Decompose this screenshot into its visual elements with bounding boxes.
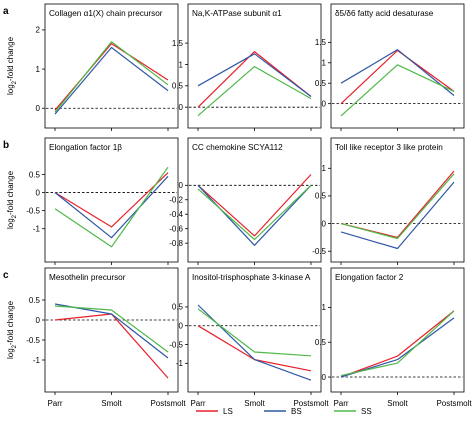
panel-title: δ5/δ6 fatty acid desaturase: [335, 9, 434, 18]
panel-frame: [330, 267, 465, 393]
y-tick-label: -0.2: [169, 196, 183, 205]
panel-title: Toll like receptor 3 like protein: [335, 143, 443, 152]
panel-title: Na,K-ATPase subunit α1: [192, 9, 282, 18]
x-tick-label: Parr: [47, 399, 62, 408]
panel-0: Collagen α1(X) chain precursor 0 1 2: [36, 3, 179, 131]
y-tick-label: -1: [176, 359, 184, 368]
series-line-LS: [54, 172, 169, 228]
series-line-SS: [197, 184, 312, 241]
y-tick-label: -0.6: [169, 224, 183, 233]
series-line-BS: [197, 53, 312, 97]
y-tick-label: -0.5: [312, 247, 326, 256]
y-tick-label: -0.8: [169, 239, 183, 248]
panel-frame: [44, 137, 179, 263]
y-tick-label: 0.5: [29, 296, 41, 305]
series-line-SS: [54, 166, 169, 248]
y-axis-label: log2-fold change: [6, 170, 18, 229]
y-tick-label: 1: [322, 164, 327, 173]
series-line-SS: [197, 65, 312, 117]
panel-8: Elongation factor 2 0 0.5 1 Parr Smolt Postsmo…: [315, 267, 472, 408]
panel-title: Inositol-trisphosphate 3-kinase A: [192, 273, 311, 282]
y-tick-label: 0.5: [315, 79, 327, 88]
panel-title: Elongation factor 1β: [49, 143, 122, 152]
y-tick-label: 1.5: [315, 38, 327, 47]
series-line-SS: [54, 41, 169, 113]
y-tick-label: 0: [179, 322, 184, 331]
panel-title: Elongation factor 2: [335, 273, 404, 282]
y-tick-label: 0: [179, 103, 184, 112]
row-label-a: a: [3, 6, 9, 17]
x-tick-label: Parr: [190, 399, 205, 408]
panel-frame: [187, 267, 322, 393]
row-label-b: b: [3, 140, 9, 151]
panel-title: Collagen α1(X) chain precursor: [49, 9, 163, 18]
series-line-LS: [340, 310, 455, 378]
series-line-SS: [197, 308, 312, 357]
y-tick-label: 0: [36, 316, 41, 325]
y-tick-label: -0.5: [26, 336, 40, 345]
series-line-SS: [340, 64, 455, 117]
series-line-SS: [54, 305, 169, 353]
y-tick-label: 0: [36, 188, 41, 197]
panel-frame: [330, 137, 465, 263]
series-line-BS: [54, 175, 169, 239]
panel-frame: [187, 137, 322, 263]
y-tick-label: 1: [179, 60, 184, 69]
panel-title: Mesothelin precursor: [49, 273, 126, 282]
y-tick-label: 0.5: [29, 170, 41, 179]
legend: LS BS SS: [196, 407, 372, 416]
panel-4: CC chemokine SCYA112 -0.8 -0.6 -0.4 -0.2 0: [169, 137, 322, 265]
series-line-LS: [340, 49, 455, 105]
y-tick-label: 0: [179, 181, 184, 190]
y-axis-label: log2-fold change: [6, 36, 18, 95]
y-tick-label: -1: [33, 224, 41, 233]
y-tick-label: -0.5: [26, 206, 40, 215]
series-line-SS: [340, 310, 455, 377]
panel-7: Inositol-trisphosphate 3-kinase A -1 -0.5 0…: [169, 267, 329, 408]
x-tick-label: Smolt: [101, 399, 122, 408]
y-tick-label: -0.4: [169, 210, 183, 219]
x-tick-label: Postsmolt: [150, 399, 186, 408]
y-axis-label: log2-fold change: [6, 300, 18, 359]
x-tick-label: Smolt: [244, 399, 265, 408]
row-label-c: c: [3, 270, 9, 281]
series-line-BS: [340, 181, 455, 250]
panel-3: Elongation factor 1β -1 -0.5 0 0.5: [26, 137, 179, 265]
series-line-SS: [340, 173, 455, 240]
panel-6: Mesothelin precursor -1 -0.5 0 0.5 Parr Smolt P…: [26, 267, 186, 408]
x-tick-label: Parr: [333, 399, 348, 408]
series-line-LS: [197, 174, 312, 237]
y-tick-label: 0.5: [315, 338, 327, 347]
x-tick-label: Postsmolt: [436, 399, 472, 408]
series-line-BS: [340, 49, 455, 96]
series-line-BS: [54, 46, 169, 115]
y-tick-label: 0: [322, 219, 327, 228]
x-tick-label: Smolt: [387, 399, 408, 408]
panel-2: δ5/δ6 fatty acid desaturase 0 0.5 1 1.5: [315, 3, 465, 131]
legend-label-SS: SS: [361, 407, 372, 416]
y-tick-label: 2: [36, 26, 41, 35]
y-tick-label: -0.5: [169, 340, 183, 349]
legend-label-LS: LS: [223, 407, 233, 416]
y-tick-label: 1: [36, 65, 41, 74]
panel-frame: [44, 267, 179, 393]
legend-label-BS: BS: [291, 407, 302, 416]
panel-1: Na,K-ATPase subunit α1 0 0.5 1 1.5: [172, 3, 322, 131]
y-tick-label: 0: [322, 99, 327, 108]
y-tick-label: 0: [322, 373, 327, 382]
y-tick-label: -1: [33, 356, 41, 365]
y-tick-label: 0.5: [172, 303, 184, 312]
y-tick-label: 0.5: [315, 192, 327, 201]
panel-title: CC chemokine SCYA112: [192, 143, 283, 152]
y-tick-label: 0.5: [172, 82, 184, 91]
panel-frame: [330, 3, 465, 129]
y-tick-label: 1: [322, 303, 327, 312]
x-tick-label: Postsmolt: [293, 399, 329, 408]
panel-frame: [44, 3, 179, 129]
y-tick-label: 0: [36, 104, 41, 113]
panel-5: Toll like receptor 3 like protein -0.5 0 0.…: [312, 137, 465, 265]
y-tick-label: 1.5: [172, 39, 184, 48]
y-tick-label: 1: [322, 59, 327, 68]
